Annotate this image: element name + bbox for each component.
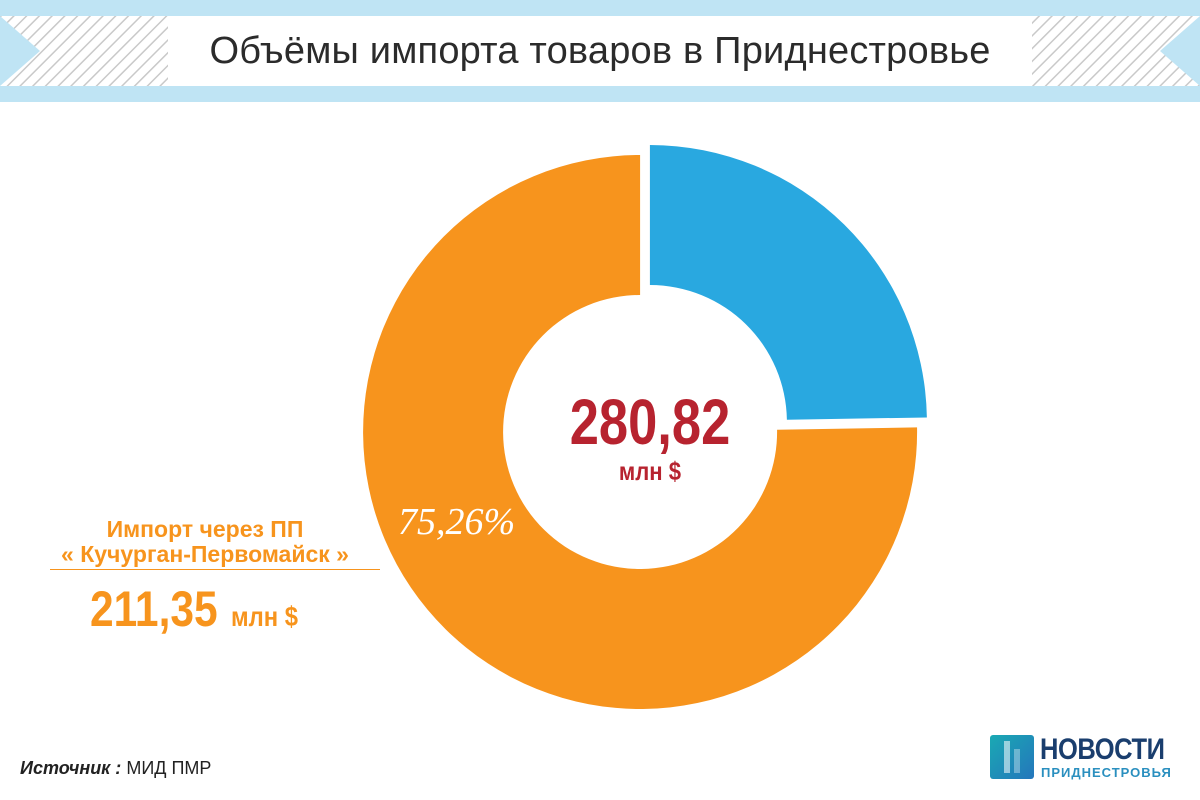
news-logo[interactable]: НОВОСТИ ПРИДНЕСТРОВЬЯ: [990, 733, 1190, 785]
donut-total-unit: млн $: [618, 456, 682, 486]
logo-subtitle: ПРИДНЕСТРОВЬЯ: [1041, 765, 1172, 780]
callout-value: 211,35 млн $: [90, 580, 309, 638]
title-box: Объёмы импорта товаров в Приднестровье: [168, 16, 1032, 86]
callout-value-number: 211,35: [90, 581, 218, 637]
header-ribbon-right: [1000, 16, 1200, 86]
callout-label-line1: Импорт через ПП: [106, 516, 304, 542]
source-value: МИД ПМР: [126, 758, 212, 778]
news-logo-icon: [990, 735, 1034, 779]
donut-chart: [363, 145, 927, 709]
callout-value-unit: млн $: [230, 601, 298, 632]
slice-percent-label: 75,26%: [398, 501, 516, 543]
source-label: Источник :: [20, 758, 122, 778]
header-ribbon-left: [0, 16, 200, 86]
logo-wordmark: НОВОСТИ: [1040, 733, 1165, 766]
source-note: Источник : МИД ПМР: [20, 758, 211, 779]
donut-total-value: 280,82: [569, 386, 731, 458]
callout-leader-line: [50, 569, 380, 570]
donut-slice-blue: [649, 145, 927, 420]
header-band: Объёмы импорта товаров в Приднестровье: [0, 0, 1200, 102]
donut-slice-orange: [363, 154, 918, 709]
page-title: Объёмы импорта товаров в Приднестровье: [209, 29, 991, 72]
callout-label-line2: « Кучурган-Первомайск »: [61, 541, 349, 567]
